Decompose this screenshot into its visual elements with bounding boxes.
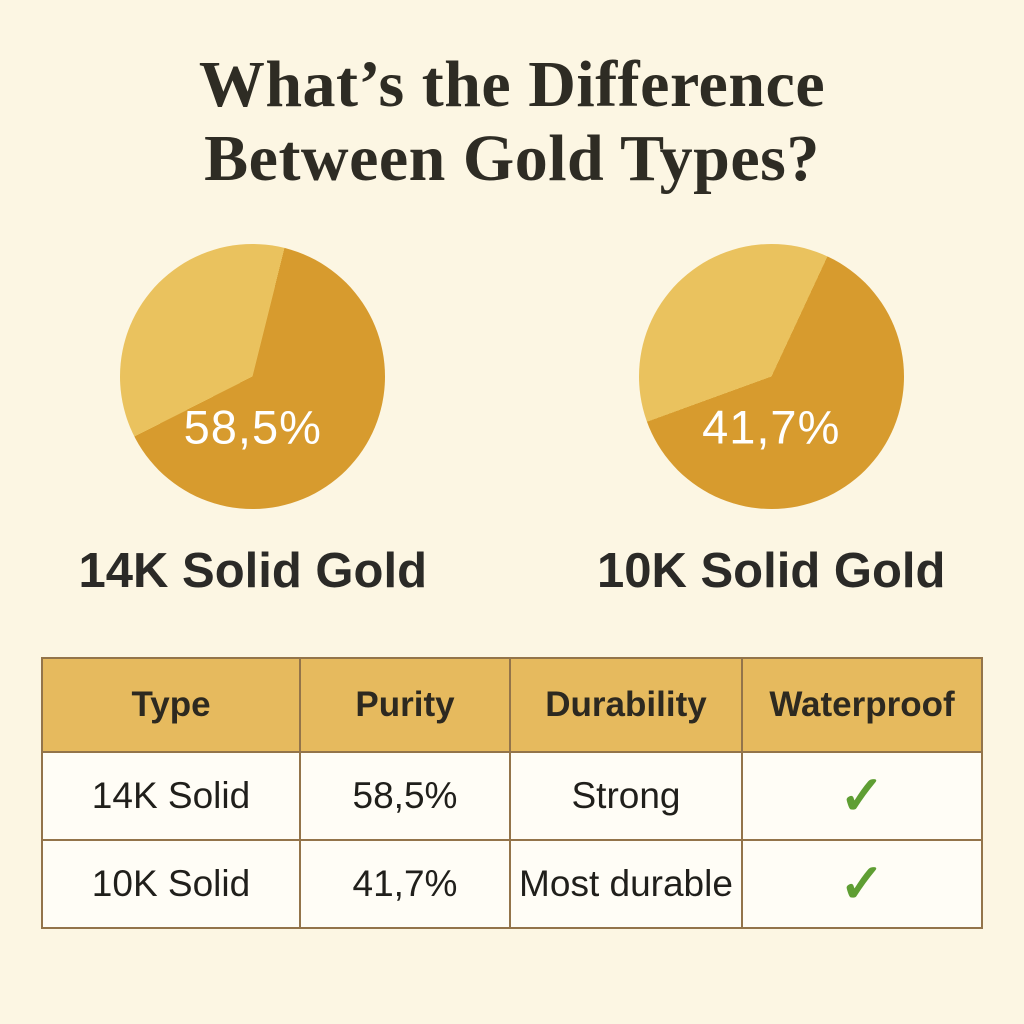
- table-row-14k: 14K Solid 58,5% Strong ✓: [41, 750, 983, 841]
- pie-percentage-label-10k: 41,7%: [702, 400, 841, 454]
- comparison-table: Type Purity Durability Waterproof 14K So…: [41, 656, 983, 929]
- table-header-row: Type Purity Durability Waterproof: [41, 656, 983, 753]
- title-line-1: What’s the Difference: [198, 48, 826, 121]
- title-line-2: Between Gold Types?: [204, 121, 820, 195]
- column-header-durability: Durability: [509, 656, 743, 753]
- table-row-10k: 10K Solid 41,7% Most durable ✓: [41, 838, 983, 929]
- cell-purity-10k: 41,7%: [299, 838, 511, 929]
- column-header-waterproof: Waterproof: [741, 656, 983, 753]
- column-header-type: Type: [41, 656, 301, 753]
- pie-charts-row: 58,5% 14K Solid Gold 41,7% 10K Solid Gol…: [0, 243, 1024, 599]
- page-title: What’s the Difference Between Gold Types…: [0, 0, 1024, 196]
- check-icon: ✓: [741, 838, 983, 929]
- cell-durability-10k: Most durable: [509, 838, 743, 929]
- pie-caption-10k: 10K Solid Gold: [597, 543, 946, 598]
- cell-type-10k: 10K Solid: [41, 838, 301, 929]
- cell-purity-14k: 58,5%: [299, 750, 511, 841]
- check-icon: ✓: [741, 750, 983, 841]
- column-header-purity: Purity: [299, 656, 511, 753]
- cell-type-14k: 14K Solid: [41, 750, 301, 841]
- pie-chart-10k: 41,7%: [638, 243, 904, 509]
- pie-percentage-label-14k: 58,5%: [183, 400, 322, 454]
- pie-block-10k: 41,7% 10K Solid Gold: [597, 243, 946, 599]
- pie-chart-14k: 58,5%: [120, 243, 386, 509]
- cell-durability-14k: Strong: [509, 750, 743, 841]
- pie-block-14k: 58,5% 14K Solid Gold: [78, 243, 427, 599]
- pie-caption-14k: 14K Solid Gold: [78, 543, 427, 598]
